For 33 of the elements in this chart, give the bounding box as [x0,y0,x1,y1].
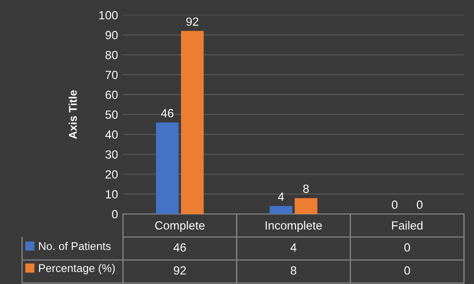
legend-label: No. of Patients [39,242,111,250]
y-tick-label: 40 [105,130,118,139]
data-label: 0 [404,243,410,252]
y-tick-label: 0 [112,210,118,218]
data-label: 92 [174,266,186,275]
y-tick-label: 80 [106,50,118,60]
annotation: 92 [186,17,198,26]
annotation: 4 [278,192,284,201]
x-tick-label: Complete [155,220,205,232]
data-label: 0 [404,266,410,275]
data-label: 4 [290,243,296,252]
y-tick-label: 100 [99,11,118,20]
x-tick-label: Failed [392,220,422,230]
y-tick-label: 20 [106,170,118,179]
bar [156,122,179,214]
annotation: 46 [161,108,174,118]
annotation: 0 [416,200,422,209]
bar [180,30,204,214]
annotation: 0 [392,200,398,209]
data-label: 8 [290,266,296,275]
y-tick-label: 90 [106,30,118,40]
y-tick-label: 70 [106,70,118,80]
bar [270,206,292,214]
legend-label: Percentage (%) [39,264,115,274]
y-tick-label: 60 [106,90,118,99]
x-tick-label: Incomplete [266,220,322,232]
y-tick-label: 10 [106,190,118,198]
y-axis-title: Axis Title [68,90,77,139]
y-tick-label: 30 [105,150,118,159]
annotation: 8 [303,184,309,193]
bar [294,198,318,214]
y-tick-label: 50 [105,110,118,119]
data-label: 46 [174,243,186,252]
